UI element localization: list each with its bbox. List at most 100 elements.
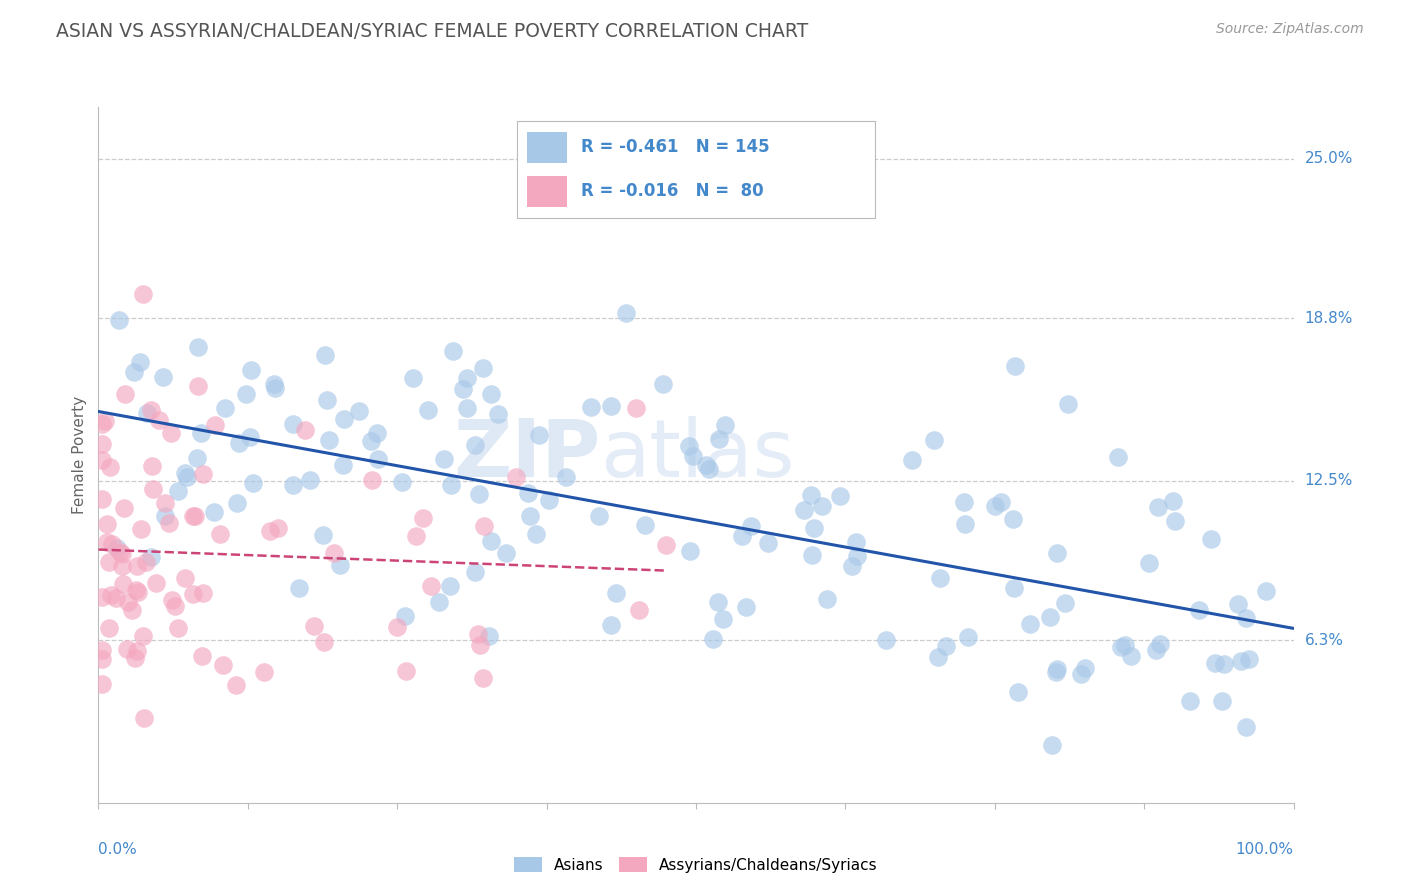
- Point: [1054, 596, 1077, 610]
- Text: Source: ZipAtlas.com: Source: ZipAtlas.com: [1216, 22, 1364, 37]
- Text: 100.0%: 100.0%: [1236, 842, 1294, 856]
- Point: [299, 473, 322, 487]
- Point: [517, 486, 540, 500]
- Point: [846, 549, 869, 563]
- Point: [167, 483, 190, 498]
- Point: [600, 399, 623, 413]
- Point: [1234, 610, 1257, 624]
- Point: [132, 711, 155, 725]
- Point: [935, 639, 957, 653]
- Point: [900, 453, 922, 467]
- Point: [157, 516, 180, 530]
- Point: [529, 428, 551, 442]
- Point: [440, 478, 463, 492]
- Point: [259, 524, 281, 539]
- Point: [1211, 694, 1233, 708]
- Point: [160, 425, 183, 440]
- Point: [127, 585, 149, 599]
- Point: [711, 611, 734, 625]
- Point: [471, 361, 494, 376]
- Point: [141, 458, 163, 473]
- Point: [110, 545, 132, 559]
- Point: [579, 400, 602, 414]
- Point: [740, 518, 762, 533]
- Point: [1204, 656, 1226, 670]
- Point: [1002, 581, 1025, 595]
- Y-axis label: Female Poverty: Female Poverty: [72, 396, 87, 514]
- Point: [225, 678, 247, 692]
- Point: [132, 287, 155, 301]
- Point: [830, 489, 852, 503]
- Point: [132, 629, 155, 643]
- Point: [652, 376, 675, 391]
- Point: [135, 555, 157, 569]
- Point: [1226, 598, 1249, 612]
- Point: [145, 576, 167, 591]
- Point: [187, 379, 209, 393]
- Point: [160, 593, 183, 607]
- Point: [815, 591, 838, 606]
- Point: [105, 591, 128, 605]
- Point: [281, 417, 304, 432]
- Point: [101, 537, 124, 551]
- Point: [155, 496, 177, 510]
- Point: [242, 476, 264, 491]
- Point: [655, 538, 678, 552]
- Point: [173, 466, 195, 480]
- Point: [202, 504, 225, 518]
- Point: [1119, 648, 1142, 663]
- Point: [395, 664, 418, 678]
- Point: [605, 586, 627, 600]
- Point: [314, 348, 336, 362]
- Point: [112, 501, 135, 516]
- Point: [139, 550, 162, 565]
- Point: [702, 632, 724, 646]
- Point: [472, 519, 495, 533]
- Point: [124, 651, 146, 665]
- Point: [318, 434, 340, 448]
- Point: [1002, 512, 1025, 526]
- Text: 6.3%: 6.3%: [1305, 633, 1344, 648]
- Point: [588, 509, 610, 524]
- Point: [186, 450, 208, 465]
- Point: [405, 529, 427, 543]
- Point: [152, 370, 174, 384]
- Point: [125, 582, 148, 597]
- Point: [100, 460, 122, 475]
- Point: [214, 401, 236, 415]
- Point: [391, 475, 413, 490]
- Point: [800, 548, 823, 562]
- Point: [486, 407, 509, 421]
- Point: [312, 528, 335, 542]
- Point: [1164, 515, 1187, 529]
- Point: [505, 470, 527, 484]
- Point: [1039, 610, 1062, 624]
- Point: [679, 543, 702, 558]
- Point: [191, 467, 214, 481]
- Point: [333, 412, 356, 426]
- Point: [451, 382, 474, 396]
- Point: [315, 392, 337, 407]
- Point: [811, 499, 834, 513]
- Point: [478, 629, 501, 643]
- Point: [267, 520, 290, 534]
- Point: [93, 414, 115, 428]
- Point: [332, 458, 354, 472]
- Point: [181, 587, 204, 601]
- Point: [97, 555, 120, 569]
- Point: [841, 558, 863, 573]
- Point: [107, 313, 129, 327]
- Point: [803, 521, 825, 535]
- Point: [456, 371, 478, 385]
- Point: [731, 529, 754, 543]
- Point: [360, 434, 382, 448]
- Point: [1163, 493, 1185, 508]
- Point: [439, 579, 461, 593]
- Point: [181, 509, 204, 524]
- Text: 0.0%: 0.0%: [98, 842, 138, 856]
- Point: [124, 365, 146, 379]
- Point: [1057, 397, 1080, 411]
- Point: [96, 516, 118, 531]
- Point: [190, 425, 212, 440]
- Point: [115, 642, 138, 657]
